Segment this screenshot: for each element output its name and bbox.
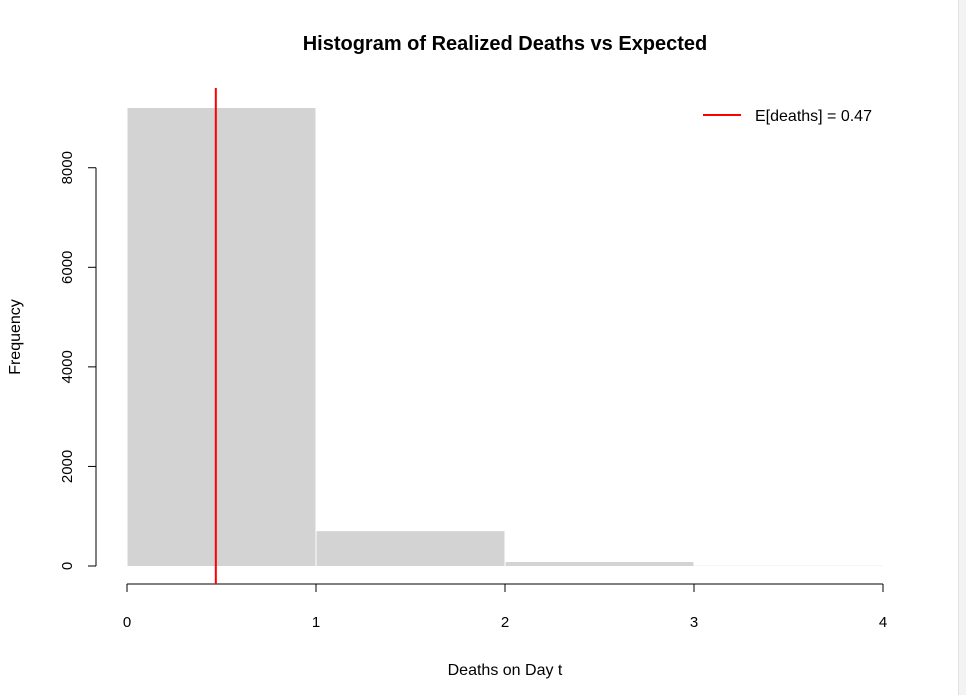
- x-tick-label-3: 3: [690, 614, 698, 631]
- y-tick-label-1: 2000: [59, 450, 76, 483]
- x-axis: 0 1 2 3 4: [123, 583, 887, 631]
- histogram-bars: [127, 108, 883, 566]
- x-tick-label-1: 1: [312, 614, 320, 631]
- y-tick-label-0: 0: [59, 562, 76, 570]
- y-tick-label-2: 4000: [59, 350, 76, 383]
- window-edge: [958, 0, 966, 695]
- x-axis-title: Deaths on Day t: [448, 662, 563, 679]
- y-tick-label-4: 8000: [59, 151, 76, 184]
- chart-title: Histogram of Realized Deaths vs Expected: [303, 33, 708, 55]
- histogram-bar-2: [505, 562, 694, 566]
- x-tick-label-2: 2: [501, 614, 509, 631]
- histogram-bar-0: [127, 108, 316, 566]
- x-tick-label-4: 4: [879, 614, 887, 631]
- x-tick-label-0: 0: [123, 614, 131, 631]
- y-axis: 0 2000 4000 6000 8000: [59, 151, 97, 570]
- legend-label: E[deaths] = 0.47: [755, 108, 872, 125]
- y-tick-label-3: 6000: [59, 251, 76, 284]
- y-axis-title: Frequency: [7, 299, 24, 375]
- histogram-bar-1: [316, 531, 505, 566]
- legend: E[deaths] = 0.47: [703, 108, 872, 125]
